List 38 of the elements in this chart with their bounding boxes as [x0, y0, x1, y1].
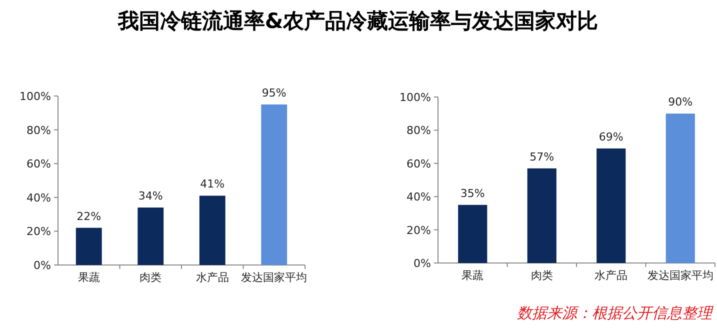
- y-tick-label: 40%: [26, 191, 51, 204]
- bar: [199, 196, 226, 265]
- bar: [261, 104, 288, 265]
- x-tick-label: 水产品: [594, 269, 628, 282]
- y-tick-label: 20%: [406, 224, 431, 237]
- data-label: 69%: [598, 130, 624, 144]
- bar: [666, 114, 695, 263]
- y-tick-label: 60%: [406, 157, 431, 170]
- y-tick-label: 80%: [406, 124, 431, 138]
- data-label: 90%: [668, 96, 693, 109]
- data-label: 57%: [530, 150, 554, 164]
- y-tick-label: 100%: [400, 91, 431, 104]
- data-label: 95%: [262, 86, 286, 100]
- y-tick-label: 20%: [26, 225, 51, 238]
- y-tick-label: 60%: [26, 158, 51, 171]
- x-tick-label: 发达国家平均: [647, 269, 714, 282]
- data-label: 41%: [200, 178, 225, 191]
- bar: [138, 208, 164, 265]
- y-tick-label: 40%: [406, 190, 431, 204]
- data-label: 22%: [76, 210, 102, 223]
- data-label: 35%: [460, 186, 485, 200]
- bar: [458, 204, 488, 263]
- y-tick-label: 0%: [34, 259, 51, 272]
- x-tick-label: 果蔬: [462, 269, 484, 282]
- bar: [527, 168, 556, 263]
- x-tick-label: 发达国家平均: [241, 271, 308, 284]
- source-note: 数据来源：根据公开信息整理: [517, 304, 714, 322]
- data-label: 34%: [138, 190, 163, 203]
- x-tick-label: 肉类: [140, 271, 162, 284]
- y-tick-label: 100%: [20, 90, 51, 103]
- text: 我国冷链流通率&农产品冷藏运输率与发达国家对比: [116, 9, 598, 33]
- y-tick-label: 0%: [414, 257, 431, 270]
- bar: [596, 148, 626, 263]
- bar: [76, 228, 102, 265]
- x-tick-label: 水产品: [196, 271, 229, 284]
- y-tick-label: 80%: [26, 124, 51, 137]
- x-tick-label: 果蔬: [78, 271, 100, 284]
- x-tick-label: 肉类: [530, 269, 553, 282]
